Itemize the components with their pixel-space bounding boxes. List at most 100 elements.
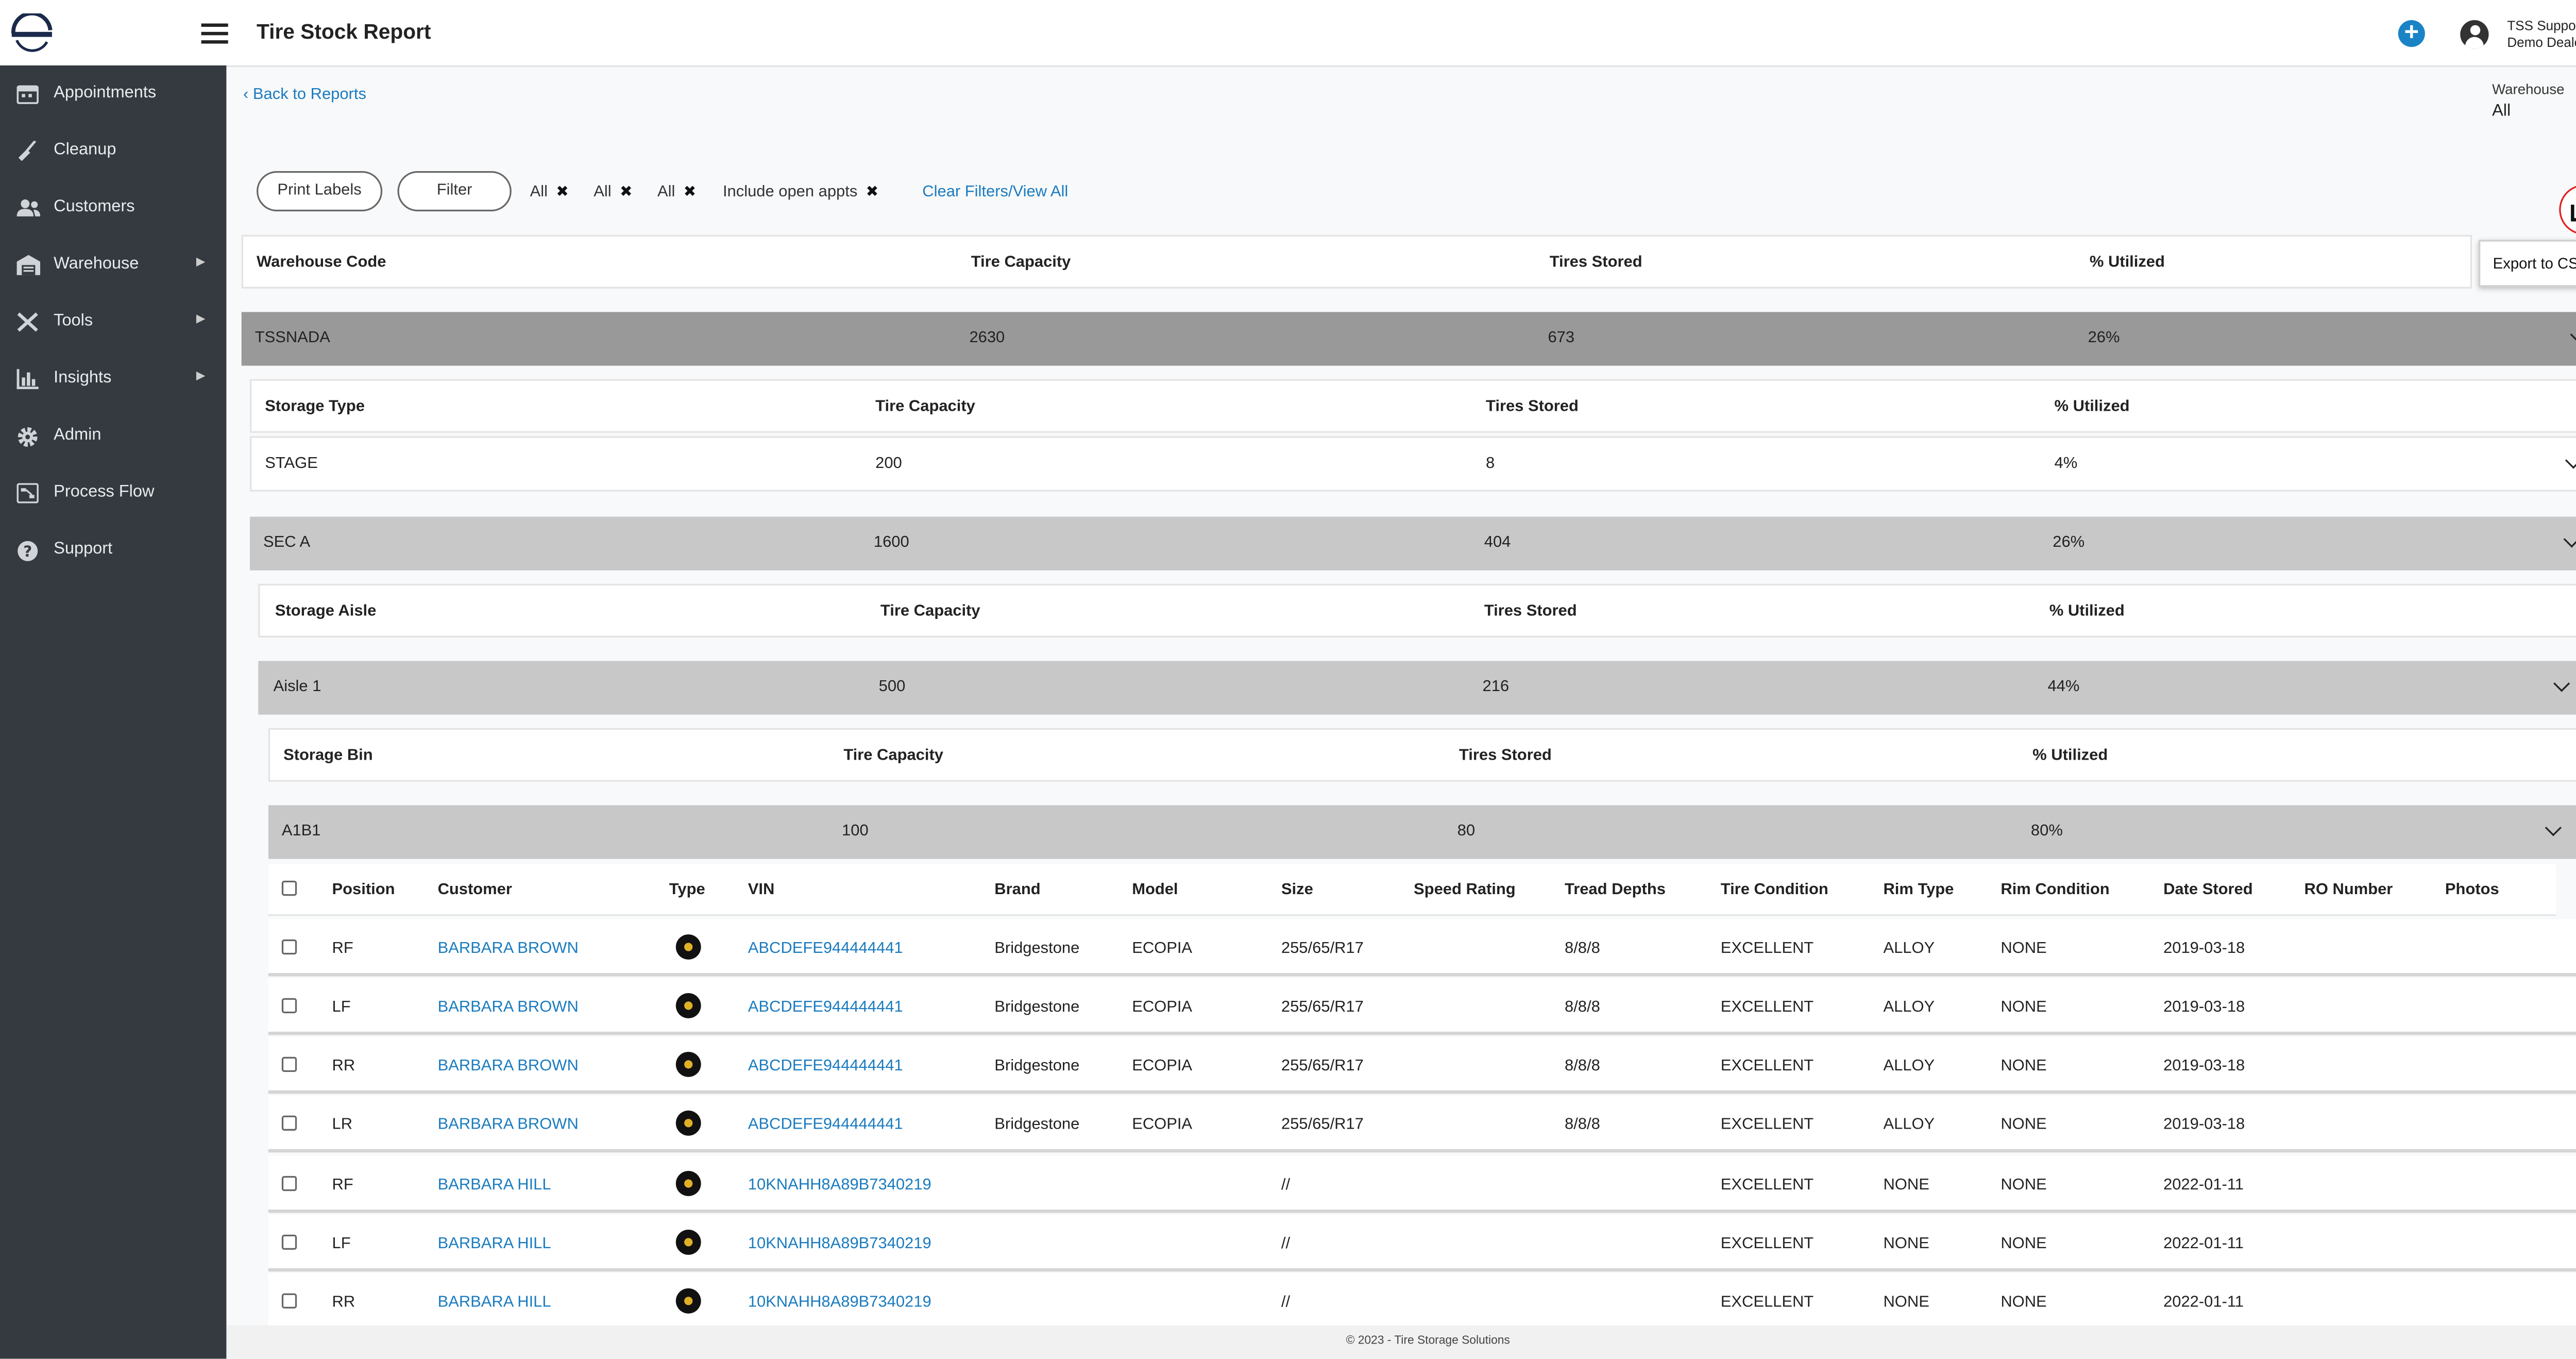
storage-type-row-stage[interactable]: STAGE 200 8 4% (250, 436, 2576, 492)
breadcrumb-area (226, 67, 2576, 138)
table-row[interactable]: LR BARBARA BROWN ABCDEFE944444441 Bridge… (268, 1095, 2576, 1153)
sidebar-item-customers[interactable]: Customers (0, 183, 226, 233)
user-avatar-icon[interactable] (2460, 20, 2489, 49)
table-row[interactable]: RF BARBARA BROWN ABCDEFE944444441 Bridge… (268, 919, 2576, 977)
customer-link[interactable]: BARBARA HILL (437, 1234, 551, 1253)
row-checkbox[interactable] (281, 1176, 297, 1192)
gear-icon (17, 426, 41, 447)
column-header: Position (332, 880, 395, 899)
vin-link[interactable]: ABCDEFE944444441 (748, 998, 903, 1017)
export-csv-button[interactable] (2559, 184, 2576, 235)
aisle-row-aisle-1[interactable]: Aisle 1 500 216 44% (258, 661, 2576, 715)
sidebar-item-support[interactable]: ? Support (0, 525, 226, 576)
column-header: Rim Type (1883, 880, 1954, 899)
clear-filters-link[interactable]: Clear Filters/View All (922, 182, 1069, 202)
vin-link[interactable]: 10KNAHH8A89B7340219 (748, 1293, 931, 1312)
remove-filter-icon[interactable]: ✖ (683, 182, 697, 200)
warehouse-table-header: Warehouse Code Tire Capacity Tires Store… (241, 234, 2472, 289)
hamburger-menu-icon[interactable] (201, 23, 228, 44)
sidebar-item-label: Customers (54, 198, 135, 216)
user-info[interactable]: TSS Support Demo Dealer (10) (2507, 19, 2576, 51)
remove-filter-icon[interactable]: ✖ (619, 182, 633, 200)
row-checkbox[interactable] (281, 1234, 297, 1250)
chevron-down-icon[interactable] (2565, 452, 2576, 469)
row-checkbox[interactable] (281, 998, 297, 1014)
sidebar-item-process-flow[interactable]: Process Flow (0, 468, 226, 518)
column-header: % Utilized (2089, 253, 2165, 272)
tire-icon (675, 1171, 701, 1196)
sidebar-item-admin[interactable]: Admin (0, 411, 226, 461)
chevron-down-icon[interactable] (2563, 531, 2576, 548)
flow-icon (16, 483, 41, 504)
back-to-reports-link[interactable]: ‹ Back to Reports (243, 86, 366, 104)
vin-link[interactable]: ABCDEFE944444441 (748, 939, 903, 958)
remove-filter-icon[interactable]: ✖ (866, 182, 879, 200)
warehouse-label: Warehouse (2492, 80, 2565, 97)
chevron-down-icon[interactable] (2553, 675, 2570, 692)
bin-row-a1b1[interactable]: A1B1 100 80 80% (268, 805, 2576, 859)
sidebar-item-appointments[interactable]: Appointments (0, 69, 226, 119)
add-plus-icon[interactable]: + (2398, 20, 2425, 47)
warehouse-row-tssnada[interactable]: TSSNADA 2630 673 26% (241, 312, 2576, 366)
sidebar-item-label: Tools (54, 312, 93, 331)
sidebar: Appointments Cleanup Customers Warehouse… (0, 65, 227, 1359)
row-checkbox[interactable] (281, 1056, 297, 1072)
column-header: Tire Capacity (880, 602, 980, 621)
tread-depths-cell: 8/8/8 (1565, 998, 1600, 1017)
tire-icon (675, 993, 701, 1018)
customer-link[interactable]: BARBARA BROWN (437, 939, 579, 958)
sidebar-item-cleanup[interactable]: Cleanup (0, 126, 226, 176)
tire-condition-cell: EXCELLENT (1720, 1056, 1814, 1076)
aisle-table-header: Storage Aisle Tire Capacity Tires Stored… (258, 583, 2576, 637)
help-icon: ? (17, 540, 41, 561)
storage-type-row-sec-a[interactable]: SEC A 1600 404 26% (250, 516, 2576, 571)
table-row[interactable]: LF BARBARA HILL 10KNAHH8A89B7340219 // E… (268, 1214, 2576, 1272)
column-header: Tire Capacity (843, 746, 943, 765)
customer-link[interactable]: BARBARA BROWN (437, 1115, 579, 1134)
row-checkbox[interactable] (281, 1115, 297, 1131)
tires-stored: 8 (1486, 455, 1495, 473)
table-row[interactable]: LF BARBARA BROWN ABCDEFE944444441 Bridge… (268, 978, 2576, 1035)
company-logo[interactable] (8, 11, 55, 57)
filter-chip-label: All (657, 182, 675, 202)
row-checkbox[interactable] (281, 939, 297, 955)
column-header: % Utilized (2032, 746, 2108, 765)
remove-filter-icon[interactable]: ✖ (556, 182, 569, 200)
vin-link[interactable]: ABCDEFE944444441 (748, 1056, 903, 1076)
sidebar-item-insights[interactable]: Insights ▶ (0, 354, 226, 405)
select-all-checkbox[interactable] (281, 880, 297, 896)
sidebar-item-warehouse[interactable]: Warehouse ▶ (0, 240, 226, 290)
position-cell: RR (332, 1293, 355, 1312)
chevron-down-icon[interactable] (2545, 819, 2562, 836)
svg-text:?: ? (23, 543, 32, 560)
customer-link[interactable]: BARBARA BROWN (437, 998, 579, 1017)
column-header: Model (1132, 880, 1178, 899)
copyright-text: © 2023 - Tire Storage Solutions (1346, 1335, 1510, 1347)
column-header: Photos (2445, 880, 2499, 899)
sidebar-item-label: Appointments (54, 83, 157, 103)
vin-link[interactable]: 10KNAHH8A89B7340219 (748, 1234, 931, 1253)
tread-depths-cell: 8/8/8 (1565, 1115, 1600, 1134)
customer-link[interactable]: BARBARA BROWN (437, 1056, 579, 1076)
broom-icon (17, 140, 41, 161)
customer-link[interactable]: BARBARA HILL (437, 1176, 551, 1195)
warehouse-select[interactable]: All ▼ (2492, 103, 2576, 126)
column-header: Storage Bin (283, 746, 373, 765)
column-header: Size (1281, 880, 1313, 899)
sidebar-item-tools[interactable]: Tools ▶ (0, 297, 226, 347)
vin-link[interactable]: ABCDEFE944444441 (748, 1115, 903, 1134)
row-checkbox[interactable] (281, 1293, 297, 1308)
size-cell: 255/65/R17 (1281, 1115, 1364, 1134)
users-icon (16, 198, 41, 218)
customer-link[interactable]: BARBARA HILL (437, 1293, 551, 1312)
percent-utilized: 4% (2054, 455, 2078, 473)
vin-link[interactable]: 10KNAHH8A89B7340219 (748, 1176, 931, 1195)
table-row[interactable]: RF BARBARA HILL 10KNAHH8A89B7340219 // E… (268, 1155, 2576, 1213)
table-row[interactable]: RR BARBARA HILL 10KNAHH8A89B7340219 // E… (268, 1273, 2576, 1331)
filter-button[interactable]: Filter (397, 171, 512, 212)
print-labels-button[interactable]: Print Labels (257, 171, 383, 212)
sidebar-item-label: Admin (54, 426, 101, 445)
chevron-down-icon[interactable] (2570, 326, 2576, 343)
table-row[interactable]: RR BARBARA BROWN ABCDEFE944444441 Bridge… (268, 1036, 2576, 1094)
sidebar-item-label: Insights (54, 369, 112, 388)
